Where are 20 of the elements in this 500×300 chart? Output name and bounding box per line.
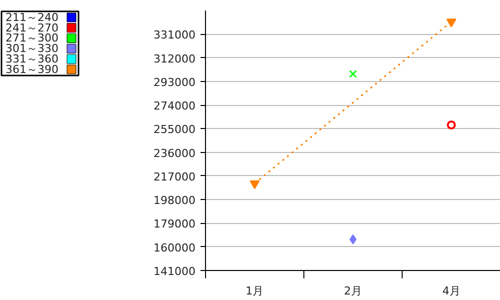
y-tick-label: 198000: [154, 194, 196, 208]
y-tick-label: 255000: [154, 123, 196, 136]
y-tick-label: 274000: [154, 100, 196, 113]
legend-label: 301～330: [6, 42, 58, 56]
y-tick-label: 179000: [154, 218, 196, 231]
y-tick-label: 141000: [154, 265, 196, 278]
x-tick-label: 4月: [442, 284, 460, 298]
point: [349, 70, 357, 78]
legend-label: 211～240: [6, 10, 58, 24]
y-tick-label: 160000: [154, 241, 196, 254]
y-tick-label: 331000: [154, 28, 196, 42]
legend-label: 241～270: [6, 21, 58, 34]
x-tick-label: 1月: [246, 284, 264, 298]
y-tick-label: 293000: [154, 76, 196, 89]
x-tick-label: 2月: [344, 284, 362, 298]
y-tick-label: 236000: [154, 146, 196, 160]
legend-label: 271～300: [6, 32, 58, 45]
point: [446, 120, 456, 130]
y-tick-label: 312000: [154, 52, 196, 66]
y-tick-label: 217000: [154, 170, 196, 184]
